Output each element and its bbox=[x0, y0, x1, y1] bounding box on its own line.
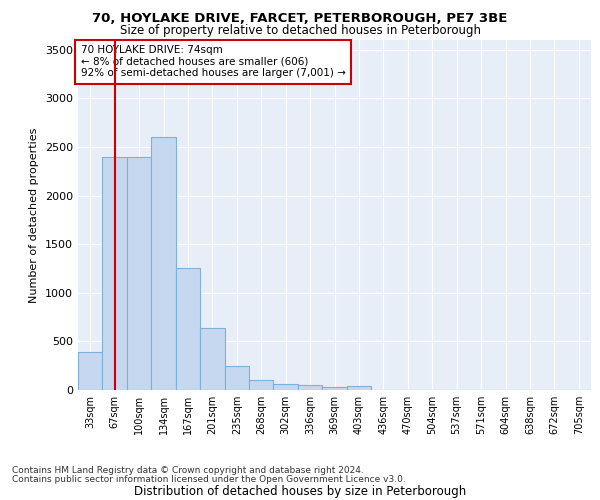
Y-axis label: Number of detached properties: Number of detached properties bbox=[29, 128, 40, 302]
Bar bbox=[103, 156, 127, 390]
Bar bbox=[322, 386, 347, 390]
Bar bbox=[78, 352, 103, 390]
Text: 70, HOYLAKE DRIVE, FARCET, PETERBOROUGH, PE7 3BE: 70, HOYLAKE DRIVE, FARCET, PETERBOROUGH,… bbox=[92, 12, 508, 26]
Bar bbox=[298, 385, 322, 390]
Bar bbox=[151, 137, 176, 390]
Text: Size of property relative to detached houses in Peterborough: Size of property relative to detached ho… bbox=[119, 24, 481, 37]
Bar bbox=[347, 386, 371, 390]
Text: Distribution of detached houses by size in Peterborough: Distribution of detached houses by size … bbox=[134, 485, 466, 498]
Text: Contains public sector information licensed under the Open Government Licence v3: Contains public sector information licen… bbox=[12, 475, 406, 484]
Text: 70 HOYLAKE DRIVE: 74sqm
← 8% of detached houses are smaller (606)
92% of semi-de: 70 HOYLAKE DRIVE: 74sqm ← 8% of detached… bbox=[80, 46, 346, 78]
Bar bbox=[200, 328, 224, 390]
Bar bbox=[176, 268, 200, 390]
Bar bbox=[127, 156, 151, 390]
Bar bbox=[224, 366, 249, 390]
Bar bbox=[274, 384, 298, 390]
Bar bbox=[249, 380, 274, 390]
Text: Contains HM Land Registry data © Crown copyright and database right 2024.: Contains HM Land Registry data © Crown c… bbox=[12, 466, 364, 475]
